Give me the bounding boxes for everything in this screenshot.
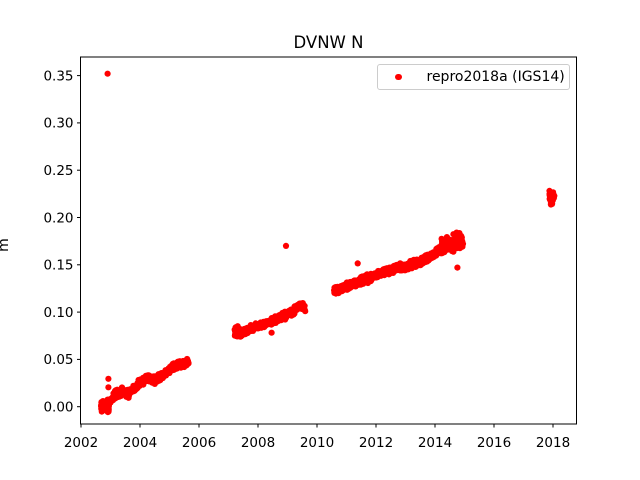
data-points	[98, 70, 558, 416]
legend: repro2018a (IGS14)	[377, 64, 570, 90]
x-tick-label: 2018	[536, 435, 570, 451]
y-tick-label: 0.35	[43, 68, 73, 84]
y-tick-label: 0.30	[43, 116, 73, 132]
y-tick-label: 0.10	[43, 305, 73, 321]
y-axis: 0.00 0.05 0.10 0.15 0.20 0.25 0.30 0.35	[43, 68, 81, 416]
x-tick-label: 2012	[359, 435, 393, 451]
y-tick-label: 0.05	[43, 352, 73, 368]
legend-label: repro2018a (IGS14)	[426, 69, 565, 85]
x-tick-label: 2008	[241, 435, 275, 451]
y-tick-label: 0.15	[43, 258, 73, 274]
chart-title: DVNW N	[293, 33, 364, 52]
x-tick-label: 2004	[123, 435, 157, 451]
x-tick-label: 2006	[182, 435, 216, 451]
y-tick-label: 0.00	[43, 400, 73, 416]
legend-marker-dot	[395, 73, 402, 81]
y-axis-label: m	[0, 215, 12, 275]
x-tick-label: 2002	[64, 435, 98, 451]
x-tick-label: 2010	[300, 435, 334, 451]
x-axis: 2002 2004 2006 2008 2010 2012 2014 2016 2018	[64, 424, 570, 451]
y-tick-label: 0.20	[43, 210, 73, 226]
x-tick-label: 2016	[477, 435, 511, 451]
x-tick-label: 2014	[418, 435, 452, 451]
axes-frame	[80, 56, 577, 425]
y-tick-label: 0.25	[43, 163, 73, 179]
